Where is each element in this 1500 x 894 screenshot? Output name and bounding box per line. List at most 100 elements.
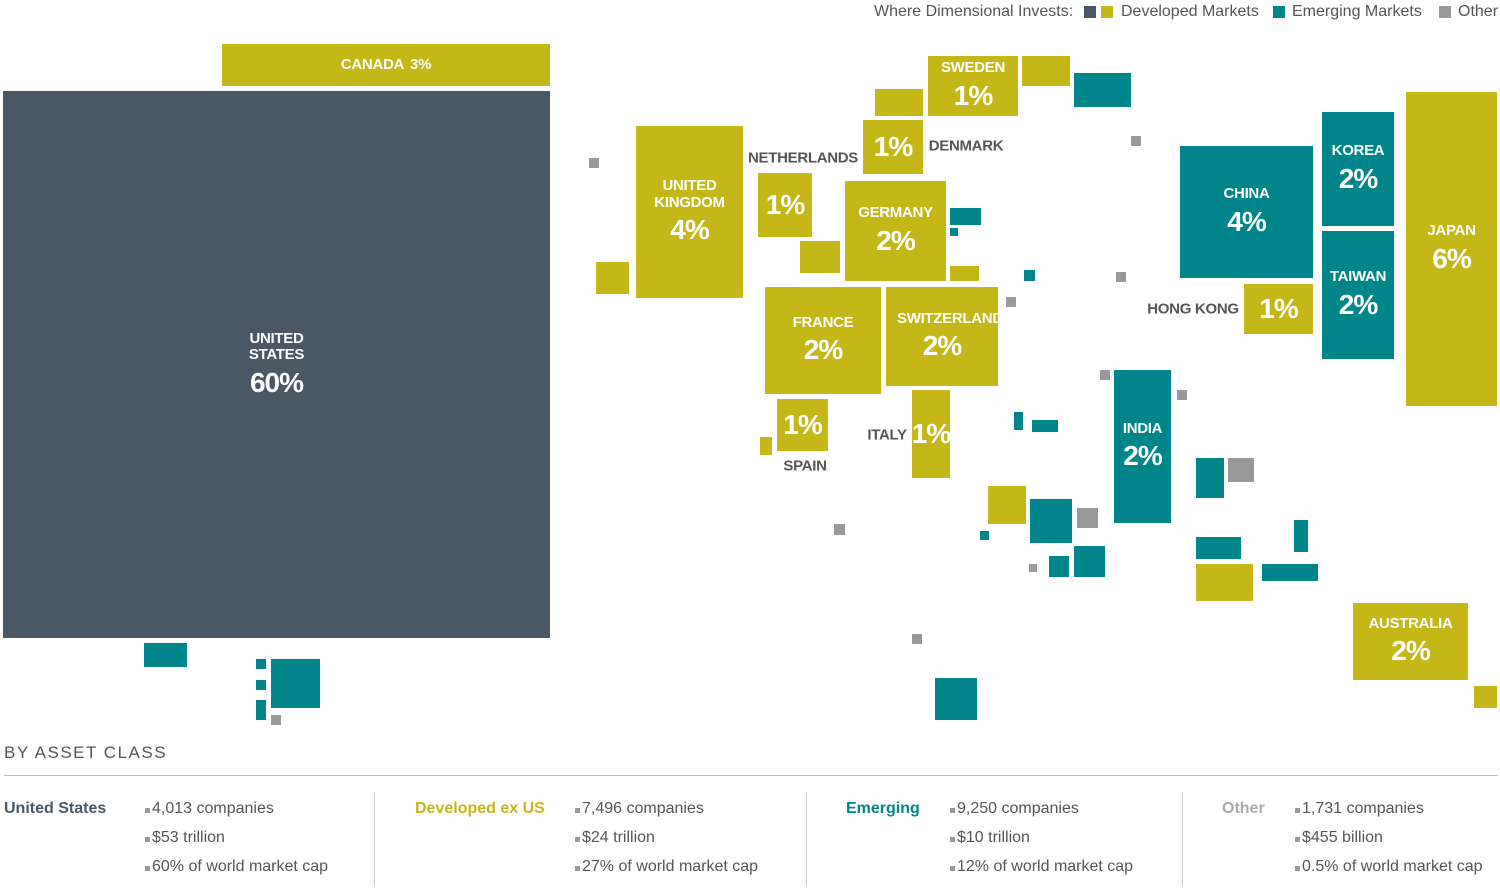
legend-swatch	[1273, 6, 1285, 18]
divider	[4, 775, 1498, 776]
market-block	[912, 634, 922, 644]
group-stat: 4,013 companies	[152, 800, 274, 817]
market-block	[271, 715, 281, 725]
country-share: 2%	[876, 224, 915, 256]
group-stat: 9,250 companies	[957, 800, 1079, 817]
country-name: FRANCE	[792, 313, 854, 331]
group-name: Other	[1222, 800, 1265, 817]
bullet	[575, 837, 580, 842]
country-share: 1%	[1259, 292, 1298, 324]
country-share: 1%	[953, 79, 993, 111]
market-block	[950, 266, 979, 281]
group-stat: 0.5% of world market cap	[1302, 858, 1483, 875]
market-block	[1196, 564, 1253, 601]
market-block	[760, 437, 772, 455]
group-name: Developed ex US	[415, 800, 545, 817]
market-block	[256, 659, 266, 669]
bullet	[145, 837, 150, 842]
bullet	[145, 808, 150, 813]
legend-item: Developed Markets	[1121, 3, 1259, 20]
legend-swatch	[1084, 6, 1096, 18]
market-block	[1024, 270, 1035, 281]
country-name: ITALY	[867, 426, 907, 444]
country-block: SWITZERLAND 2%	[886, 287, 1003, 386]
market-block	[1074, 546, 1105, 577]
legend-item: Emerging Markets	[1292, 3, 1422, 20]
market-block	[1030, 499, 1072, 543]
country-share: 2%	[1123, 440, 1162, 472]
country-name: CHINA	[1223, 185, 1270, 203]
group-stat: 27% of world market cap	[582, 858, 759, 875]
country-share: 6%	[1432, 242, 1471, 274]
legend-title: Where Dimensional Invests:	[874, 3, 1074, 20]
group-name: United States	[4, 800, 107, 817]
country-share: 3%	[410, 55, 432, 73]
market-block	[875, 89, 923, 116]
legend-item: Other	[1458, 3, 1499, 20]
column-divider	[374, 792, 375, 886]
country-share: 2%	[803, 334, 843, 366]
country-block: CHINA 4%	[1180, 146, 1313, 278]
market-block	[1032, 420, 1058, 432]
legend-swatch	[1439, 6, 1451, 18]
market-block	[1131, 136, 1141, 146]
group-stat: $10 trillion	[957, 829, 1030, 846]
market-block	[834, 524, 845, 535]
country-block: INDIA 2%	[1114, 370, 1171, 523]
country-share: 2%	[1391, 635, 1430, 667]
column-divider	[806, 792, 807, 886]
country-name: SPAIN	[783, 457, 827, 475]
market-block	[988, 486, 1026, 524]
legend-swatch	[1101, 6, 1113, 18]
bullet	[950, 808, 955, 813]
market-block	[1196, 537, 1241, 559]
country-name: NETHERLANDS	[747, 149, 859, 167]
bullet	[575, 866, 580, 871]
group-name: Emerging	[846, 800, 920, 817]
country-block: 1%	[863, 120, 923, 174]
bullet	[1295, 808, 1300, 813]
market-block	[271, 659, 320, 708]
country-name: UNITED KINGDOM	[654, 177, 725, 211]
market-block	[596, 262, 629, 294]
country-name: SWITZERLAND	[897, 309, 1003, 327]
country-share: 60%	[249, 366, 304, 398]
bullet	[1295, 837, 1300, 842]
bullet	[950, 866, 955, 871]
country-block: AUSTRALIA 2%	[1353, 603, 1468, 680]
group-stat: 1,731 companies	[1302, 800, 1424, 817]
country-name: JAPAN	[1427, 222, 1476, 240]
bullet	[145, 866, 150, 871]
market-block	[980, 531, 989, 540]
country-share: 1%	[911, 417, 951, 449]
bullet	[1295, 866, 1300, 871]
market-block	[1022, 56, 1070, 86]
country-name: AUSTRALIA	[1368, 614, 1453, 632]
country-name: UNITED STATES	[248, 329, 305, 364]
market-block	[1006, 297, 1016, 307]
country-block: 1%	[911, 390, 951, 478]
market-block	[1294, 520, 1308, 552]
country-block: 1%	[777, 399, 828, 451]
market-block	[1196, 458, 1224, 498]
market-block	[1116, 272, 1126, 282]
country-name: TAIWAN	[1329, 268, 1387, 286]
country-block: KOREA 2%	[1322, 112, 1394, 226]
bullet	[575, 808, 580, 813]
section-title: BY ASSET CLASS	[4, 743, 168, 762]
country-share: 1%	[783, 408, 822, 440]
country-share: 2%	[922, 330, 962, 362]
country-block: JAPAN 6%	[1406, 92, 1497, 406]
country-name: KOREA	[1331, 142, 1385, 160]
country-share: 4%	[1227, 205, 1266, 237]
country-name: GERMANY	[858, 204, 933, 222]
country-name: CANADA	[340, 55, 405, 73]
group-stat: 7,496 companies	[582, 800, 704, 817]
country-block: 1%	[758, 173, 812, 237]
country-block: FRANCE 2%	[765, 287, 881, 394]
market-block	[1228, 458, 1254, 482]
market-block	[1074, 73, 1131, 107]
market-block	[1177, 390, 1187, 400]
market-block	[256, 680, 266, 690]
country-block: UNITED KINGDOM 4%	[636, 126, 743, 298]
